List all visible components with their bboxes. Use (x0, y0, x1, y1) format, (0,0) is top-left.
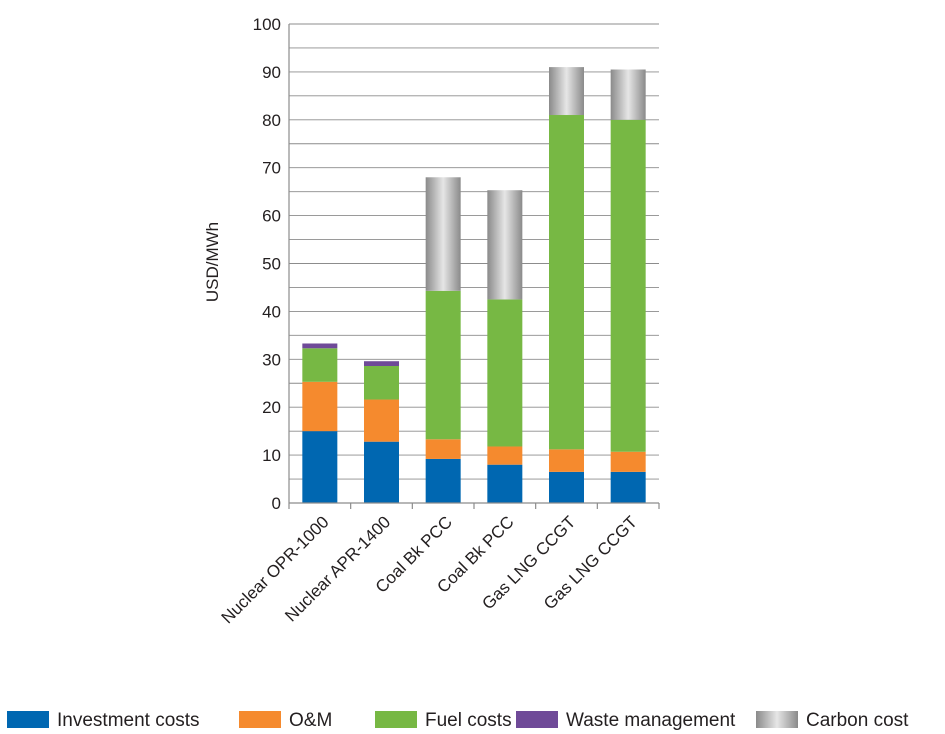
bar-segment-o-m (302, 381, 338, 432)
y-tick-label: 80 (262, 111, 281, 130)
bar-segment-o-m (549, 449, 584, 472)
legend-swatch-investment-costs (7, 711, 49, 728)
legend-label: O&M (289, 710, 332, 731)
bar-segment-waste-management (302, 343, 338, 349)
legend-label: Carbon cost (806, 710, 909, 731)
bar-segment-fuel-costs (364, 366, 399, 400)
y-tick-label: 0 (272, 494, 281, 513)
y-tick-label: 40 (262, 302, 281, 321)
legend-swatch-waste-management (516, 711, 558, 728)
bar-segment-investment-costs (610, 471, 646, 503)
y-tick-label: 100 (253, 15, 281, 34)
x-tick-label: Nuclear APR-1400 (281, 512, 394, 625)
bar-segment-carbon-cost (549, 67, 584, 116)
bar-segment-carbon-cost (425, 177, 461, 291)
bar-segment-carbon-cost (610, 69, 646, 120)
bar-segment-investment-costs (487, 464, 523, 503)
y-tick-label: 50 (262, 255, 281, 274)
legend: Investment costs O&M Fuel costs Waste manag… (7, 710, 909, 731)
bar-segment-investment-costs (549, 471, 584, 503)
y-tick-label: 70 (262, 159, 281, 178)
y-tick-label: 10 (262, 446, 281, 465)
legend-swatch-fuel-costs (375, 711, 417, 728)
y-tick-label: 30 (262, 350, 281, 369)
bar-segment-fuel-costs (487, 299, 523, 447)
axes (288, 24, 660, 509)
bar-segment-investment-costs (302, 431, 338, 503)
bars (302, 67, 646, 503)
bar-segment-fuel-costs (610, 119, 646, 452)
legend-label: Waste management (566, 710, 736, 731)
bar-segment-investment-costs (364, 441, 399, 503)
legend-label: Fuel costs (425, 710, 512, 731)
bar-segment-o-m (610, 451, 646, 472)
bar-segment-waste-management (364, 361, 399, 367)
y-tick-label: 90 (262, 63, 281, 82)
y-axis-title: USD/MWh (203, 222, 222, 302)
y-tick-labels: 0 10 20 30 40 50 60 70 80 90 100 (253, 15, 281, 513)
bar-segment-o-m (425, 439, 461, 459)
bar-segment-o-m (364, 399, 399, 442)
gridlines (289, 23, 659, 480)
bar-segment-fuel-costs (302, 348, 338, 382)
y-tick-label: 20 (262, 398, 281, 417)
x-tick-label: Nuclear OPR-1000 (218, 512, 333, 627)
legend-swatch-o-m (239, 711, 281, 728)
bar-segment-o-m (487, 446, 523, 465)
bar-segment-fuel-costs (549, 115, 584, 450)
bar-segment-carbon-cost (487, 190, 523, 300)
legend-swatch-carbon-cost (756, 711, 798, 728)
bar-segment-investment-costs (425, 458, 461, 503)
bar-segment-fuel-costs (425, 290, 461, 440)
y-tick-label: 60 (262, 207, 281, 226)
legend-label: Investment costs (57, 710, 200, 731)
